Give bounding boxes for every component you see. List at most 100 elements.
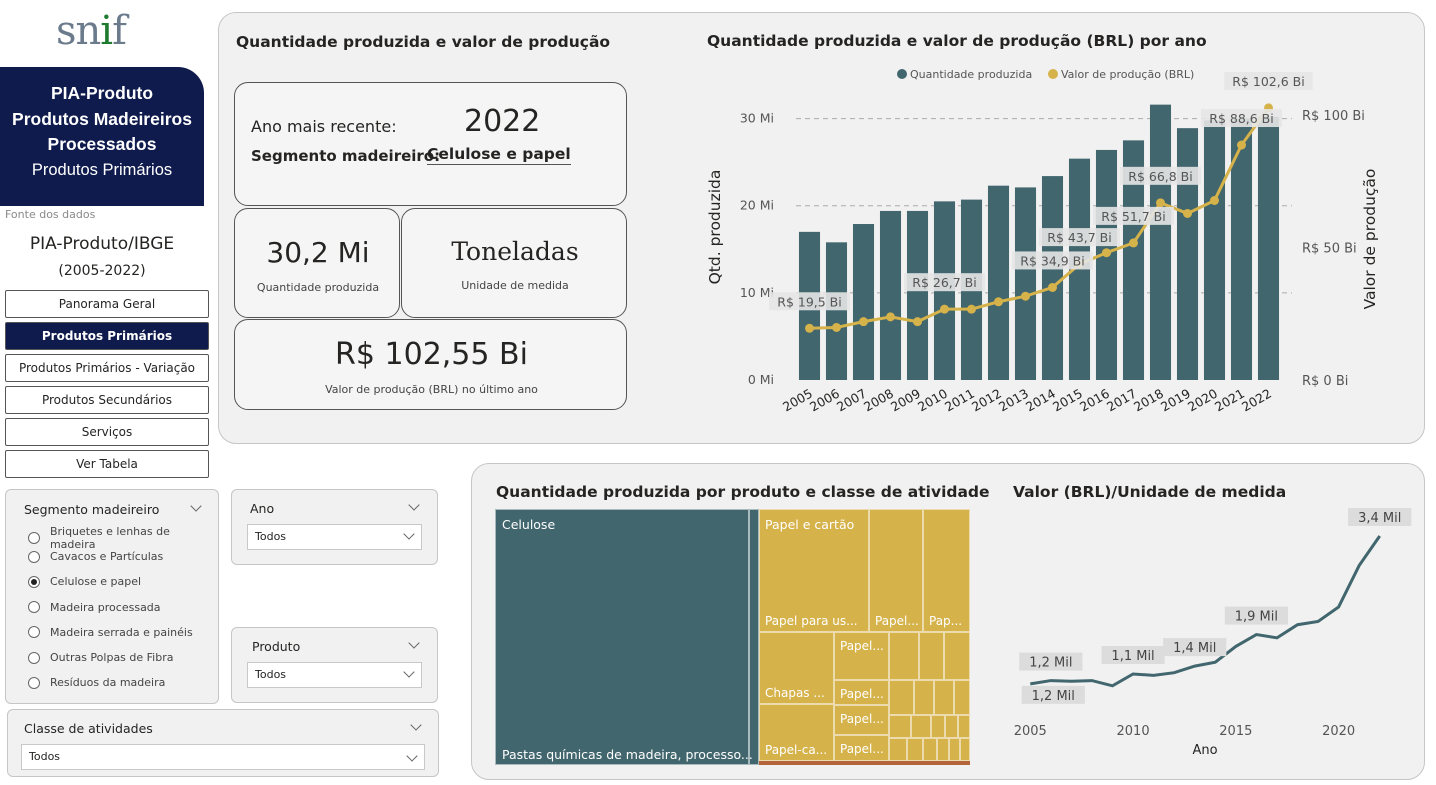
treemap-cell[interactable]: Papel... <box>834 680 889 705</box>
treemap-cell[interactable] <box>889 715 911 738</box>
chevron-down-icon[interactable] <box>408 637 420 649</box>
treemap-cell[interactable] <box>958 715 970 738</box>
data-label-bg <box>1019 652 1083 671</box>
segment-option[interactable]: Celulose e papel <box>28 575 141 588</box>
treemap-cell[interactable] <box>907 738 923 761</box>
radio-icon[interactable] <box>28 626 40 639</box>
radio-icon[interactable] <box>28 601 40 614</box>
data-label-bg <box>1201 109 1282 128</box>
treemap-cell[interactable] <box>960 738 970 761</box>
x-tick-label: 2005 <box>1014 724 1047 739</box>
source-years: (2005-2022) <box>58 263 146 279</box>
segment-value: Celulose e papel <box>427 145 571 165</box>
treemap-cell-celulose-small[interactable] <box>749 509 759 765</box>
treemap-cell[interactable]: Papel... <box>834 735 889 761</box>
ano-dropdown[interactable]: Todos <box>247 524 422 550</box>
source-label: Fonte dos dados <box>5 208 96 221</box>
bar <box>1257 116 1280 381</box>
radio-icon[interactable] <box>28 532 40 544</box>
recent-year-value: 2022 <box>464 104 541 139</box>
chevron-down-icon[interactable] <box>410 719 422 731</box>
radio-icon[interactable] <box>28 676 40 689</box>
value-point <box>859 317 868 327</box>
data-label: R$ 43,7 Bi <box>1047 230 1111 245</box>
radio-icon[interactable] <box>28 575 40 588</box>
bar <box>825 242 848 380</box>
value-value: R$ 102,55 Bi <box>335 337 528 372</box>
treemap-cell-celulose[interactable] <box>495 509 749 765</box>
treemap-cell[interactable] <box>931 715 945 738</box>
value-point <box>1237 140 1246 150</box>
treemap-cell[interactable] <box>949 738 960 761</box>
treemap-cell[interactable] <box>923 738 937 761</box>
chevron-down-icon[interactable] <box>190 500 202 512</box>
segment-option[interactable]: Outras Polpas de Fibra <box>28 651 174 664</box>
treemap-cell[interactable] <box>759 761 970 765</box>
treemap-cell[interactable]: Papel para us... <box>759 509 869 632</box>
y2-axis-title: Valor de produção <box>1361 169 1379 310</box>
produto-slicer: Produto Todos <box>231 627 438 703</box>
segment-option[interactable]: Briquetes e lenhas de madeira <box>28 525 218 551</box>
segment-option[interactable]: Madeira processada <box>28 601 161 614</box>
treemap-label: Papel... <box>840 687 884 701</box>
nav-button[interactable]: Ver Tabela <box>5 450 209 478</box>
classe-slicer-title: Classe de atividades <box>24 721 153 736</box>
legend-marker <box>1048 69 1058 79</box>
hero-line-4: Produtos Primários <box>31 160 173 179</box>
nav-button[interactable]: Serviços <box>5 418 209 446</box>
treemap-cell[interactable] <box>919 632 944 680</box>
treemap-cell[interactable]: Papel... <box>834 705 889 735</box>
nav-button[interactable]: Panorama Geral <box>5 290 209 318</box>
treemap-cell[interactable]: Chapas ... <box>759 632 834 704</box>
hero-line-1: PIA-Produto <box>50 83 154 103</box>
chevron-down-icon[interactable] <box>408 499 420 511</box>
treemap-cell[interactable] <box>911 715 931 738</box>
data-label-bg <box>1120 166 1201 185</box>
segment-option-label: Outras Polpas de Fibra <box>50 651 174 664</box>
data-label-bg <box>1039 228 1120 247</box>
y-tick-label: 20 Mi <box>740 198 774 213</box>
treemap-label: Chapas ... <box>765 686 825 700</box>
treemap-group-label: Papel e cartão <box>765 517 855 532</box>
y2-tick-label: R$ 100 Bi <box>1302 109 1365 124</box>
segment-option[interactable]: Cavacos e Partículas <box>28 550 163 563</box>
treemap-cell[interactable]: Papel... <box>869 509 923 632</box>
classe-slicer: Classe de atividades Todos <box>7 709 439 777</box>
treemap-cell[interactable] <box>934 680 954 715</box>
treemap-cell[interactable] <box>954 680 970 715</box>
radio-icon[interactable] <box>28 651 40 664</box>
y-tick-label: 30 Mi <box>740 111 774 126</box>
segment-option[interactable]: Resíduos da madeira <box>28 676 165 689</box>
treemap-cell[interactable]: Papel... <box>834 632 889 680</box>
data-label-bg <box>1224 606 1288 625</box>
treemap-cell[interactable] <box>889 738 907 761</box>
nav-button[interactable]: Produtos Primários - Variação <box>5 354 209 382</box>
bar <box>1014 187 1037 380</box>
treemap-cell[interactable] <box>889 632 919 680</box>
y-tick-label: 10 Mi <box>740 285 774 300</box>
hero-line-2: Produtos Madeireiros <box>12 108 192 129</box>
data-label-bg <box>1101 646 1165 664</box>
segment-option-label: Madeira serrada e painéis <box>50 625 193 639</box>
classe-dropdown[interactable]: Todos <box>21 744 425 770</box>
treemap-cell[interactable] <box>889 680 914 715</box>
treemap-cell[interactable] <box>944 632 970 680</box>
value-point <box>940 304 949 314</box>
nav-button[interactable]: Produtos Primários <box>5 322 209 350</box>
data-label-bg <box>1012 251 1093 270</box>
treemap-cell[interactable] <box>945 715 958 738</box>
nav-button[interactable]: Produtos Secundários <box>5 386 209 414</box>
produto-dropdown[interactable]: Todos <box>247 662 422 688</box>
treemap-cell[interactable]: Pap... <box>923 509 970 632</box>
treemap-cell[interactable] <box>937 738 949 761</box>
data-label: R$ 102,6 Bi <box>1232 74 1304 89</box>
segment-option[interactable]: Madeira serrada e painéis <box>28 626 193 639</box>
legend-marker <box>897 69 907 79</box>
bar <box>852 224 875 380</box>
recent-year-card: Ano mais recente: 2022 Segmento madeirei… <box>234 82 627 206</box>
treemap-cell[interactable]: Papel-ca... <box>759 704 834 761</box>
treemap-cell[interactable] <box>914 680 934 715</box>
unit-value: Toneladas <box>451 237 579 266</box>
page-hero: PIA-Produto Produtos Madeireiros Process… <box>0 67 204 206</box>
radio-icon[interactable] <box>28 550 40 563</box>
